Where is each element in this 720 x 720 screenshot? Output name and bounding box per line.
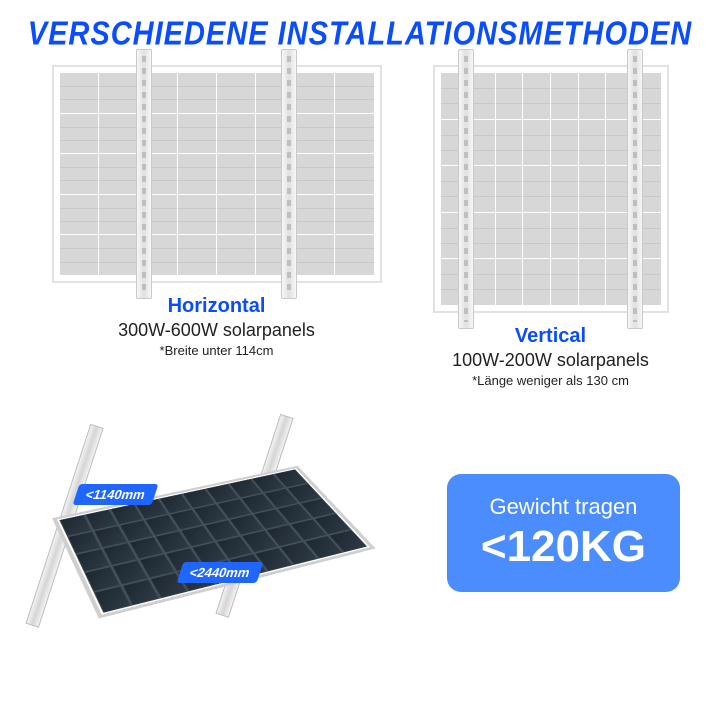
bottom-row: <1140mm <2440mm Gewicht tragen <120KG (0, 388, 720, 648)
horizontal-subtitle: 300W-600W solarpanels (118, 320, 315, 341)
horizontal-block: Horizontal 300W-600W solarpanels *Breite… (52, 65, 382, 358)
vertical-panel-wrap (433, 65, 669, 313)
vertical-note: *Länge weniger als 130 cm (472, 373, 629, 388)
weight-value: <120KG (481, 522, 646, 572)
vertical-block: Vertical 100W-200W solarpanels *Länge we… (433, 65, 669, 388)
weight-label: Gewicht tragen (481, 494, 646, 520)
vertical-label: Vertical (515, 325, 586, 348)
dimension-width-tag: <2440mm (177, 562, 263, 583)
horizontal-panel-wrap (52, 65, 382, 283)
horizontal-rail-right (281, 49, 297, 299)
horizontal-label: Horizontal (168, 295, 266, 318)
weight-capacity-box: Gewicht tragen <120KG (447, 474, 680, 592)
horizontal-solar-panel (52, 65, 382, 283)
horizontal-rail-left (136, 49, 152, 299)
horizontal-cell-grid (60, 73, 374, 275)
perspective-panel-wrap: <1140mm <2440mm (30, 418, 390, 648)
page-title: VERSCHIEDENE INSTALLATIONSMETHODEN (0, 0, 720, 70)
vertical-subtitle: 100W-200W solarpanels (452, 350, 649, 371)
top-row: Horizontal 300W-600W solarpanels *Breite… (0, 65, 720, 388)
vertical-rail-right (627, 49, 643, 329)
dimension-height-tag: <1140mm (73, 484, 159, 505)
horizontal-note: *Breite unter 114cm (160, 343, 274, 358)
vertical-rail-left (458, 49, 474, 329)
